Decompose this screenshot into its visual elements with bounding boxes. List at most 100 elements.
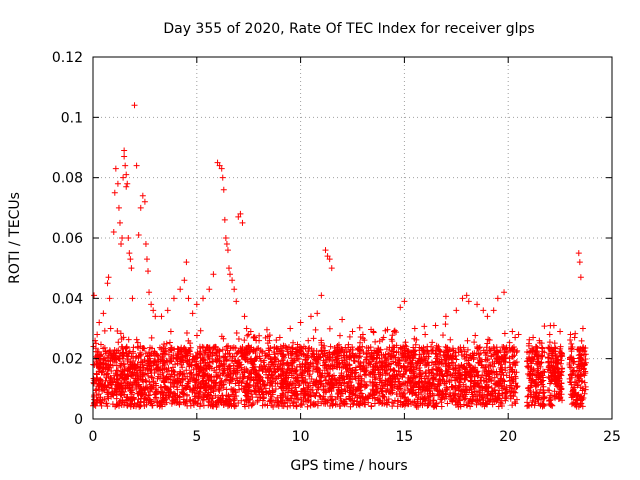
background-point	[403, 357, 410, 364]
background-point	[314, 402, 321, 409]
background-point	[226, 397, 233, 404]
background-point	[445, 366, 452, 373]
background-point	[288, 387, 295, 394]
data-point	[442, 313, 449, 320]
background-point	[113, 395, 120, 402]
background-point	[538, 344, 545, 351]
background-point	[163, 340, 170, 347]
background-point	[251, 363, 258, 370]
background-point	[213, 373, 220, 380]
x-axis-label: GPS time / hours	[290, 458, 407, 474]
background-point	[135, 377, 142, 384]
background-point	[352, 364, 359, 371]
data-point	[237, 210, 244, 217]
background-point	[115, 339, 122, 346]
background-point	[94, 348, 101, 355]
background-point	[338, 375, 345, 382]
background-point	[192, 352, 199, 359]
background-point	[139, 359, 146, 366]
background-point	[496, 358, 503, 365]
background-point	[501, 378, 508, 385]
background-point	[336, 388, 343, 395]
background-point	[362, 368, 369, 375]
data-point	[100, 310, 107, 317]
background-point	[164, 368, 171, 375]
background-point	[535, 353, 542, 360]
data-point	[142, 241, 149, 248]
background-point	[245, 396, 252, 403]
background-point	[152, 389, 159, 396]
data-point	[422, 331, 429, 338]
background-point	[581, 390, 588, 397]
background-point	[216, 375, 223, 382]
data-point	[148, 301, 155, 308]
background-point	[264, 333, 271, 340]
background-point	[245, 342, 252, 349]
background-point	[120, 379, 127, 386]
background-point	[303, 356, 310, 363]
background-point	[475, 372, 482, 379]
data-point	[181, 277, 188, 284]
data-point	[218, 165, 225, 172]
data-point	[480, 307, 487, 314]
background-point	[166, 339, 173, 346]
background-point	[263, 371, 270, 378]
background-point	[232, 388, 239, 395]
background-point	[557, 360, 564, 367]
background-point	[140, 399, 147, 406]
y-tick-label: 0.06	[52, 231, 83, 247]
background-point	[391, 383, 398, 390]
plot-frame	[92, 56, 613, 420]
background-point	[482, 364, 489, 371]
background-point	[402, 400, 409, 407]
background-point	[367, 353, 374, 360]
background-point	[104, 389, 111, 396]
background-point	[117, 391, 124, 398]
background-point	[160, 378, 167, 385]
background-point	[216, 347, 223, 354]
background-point	[424, 348, 431, 355]
background-point	[175, 346, 182, 353]
background-point	[107, 361, 114, 368]
background-point	[177, 358, 184, 365]
background-point	[525, 355, 532, 362]
background-point	[528, 348, 535, 355]
background-point	[176, 393, 183, 400]
background-point	[290, 339, 297, 346]
background-point	[285, 343, 292, 350]
background-point	[191, 387, 198, 394]
background-point	[169, 364, 176, 371]
background-point	[346, 333, 353, 340]
background-point	[291, 390, 298, 397]
data-point	[397, 304, 404, 311]
background-point	[443, 378, 450, 385]
background-point	[187, 351, 194, 358]
data-point	[391, 328, 398, 335]
background-point	[512, 400, 519, 407]
data-point	[200, 295, 207, 302]
data-point	[158, 313, 165, 320]
background-point	[512, 389, 519, 396]
background-point	[368, 358, 375, 365]
background-point	[111, 375, 118, 382]
background-point	[284, 403, 291, 410]
background-point	[328, 375, 335, 382]
background-point	[443, 368, 450, 375]
background-point	[299, 363, 306, 370]
background-point	[547, 392, 554, 399]
background-point	[362, 362, 369, 369]
background-point	[457, 347, 464, 354]
background-point	[184, 349, 191, 356]
background-point	[163, 348, 170, 355]
background-point	[335, 384, 342, 391]
data-point	[133, 162, 140, 169]
background-point	[159, 374, 166, 381]
background-point	[100, 361, 107, 368]
background-point	[387, 388, 394, 395]
background-point	[511, 398, 518, 405]
background-point	[222, 377, 229, 384]
background-point	[321, 359, 328, 366]
background-point	[130, 355, 137, 362]
background-point	[345, 393, 352, 400]
background-point	[187, 402, 194, 409]
